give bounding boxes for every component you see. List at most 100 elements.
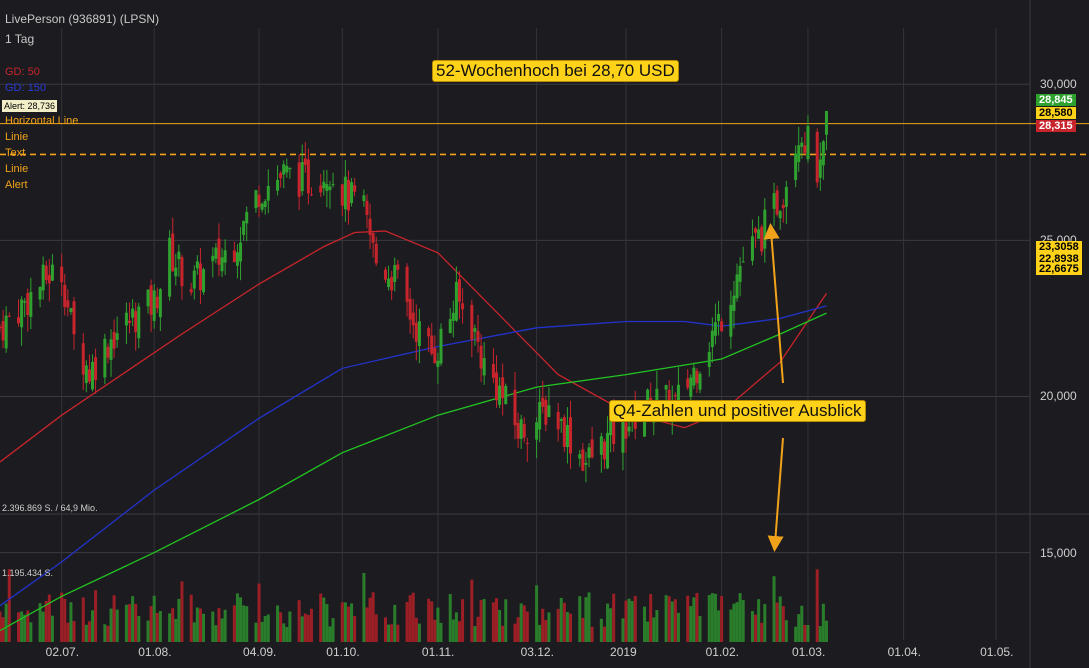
volume-bar (763, 604, 767, 642)
volume-bar (297, 600, 301, 642)
volume-bar (494, 598, 498, 642)
candle-body (405, 266, 409, 302)
candle-body (279, 173, 283, 179)
volume-bar (676, 612, 680, 642)
candle-body (214, 247, 218, 259)
volume-bar (353, 616, 357, 642)
volume-bar (276, 605, 280, 642)
volume-bar (387, 624, 391, 642)
volume-bar (81, 597, 85, 642)
volume-bar (211, 611, 215, 642)
candle-body (103, 338, 107, 378)
volume-bar (72, 621, 76, 642)
candle-body (319, 185, 323, 193)
candle-body (23, 301, 27, 303)
volume-bar (365, 607, 369, 642)
volume-bar (134, 603, 138, 642)
candle-body (235, 252, 239, 266)
legend-gd150[interactable]: GD: 150 (5, 82, 46, 94)
candle-body (266, 186, 270, 201)
candle-body (448, 319, 452, 334)
volume-bar (439, 622, 443, 642)
candle-body (282, 164, 286, 175)
candle-body (436, 360, 440, 367)
volume-label-mid: 1.195.434 S. (2, 568, 54, 578)
candle-body (815, 131, 819, 183)
volume-bar (797, 614, 801, 642)
candle-body (195, 261, 199, 269)
candle-body (393, 265, 397, 282)
volume-bar (710, 593, 714, 642)
volume-bar (516, 617, 520, 642)
candle-body (242, 220, 246, 235)
drawing-horizontal-line[interactable]: Horizontal Line (5, 115, 79, 127)
candle-body (368, 218, 372, 235)
volume-bar (584, 597, 588, 642)
volume-bar (498, 609, 502, 642)
volume-bar (408, 595, 412, 642)
volume-bar (547, 612, 551, 642)
candle-body (211, 255, 215, 262)
candle-body (350, 182, 354, 204)
volume-bar (245, 606, 249, 642)
candle-body (1, 321, 5, 341)
x-tick-label: 01.05. (980, 645, 1014, 659)
volume-bar (454, 612, 458, 642)
candle-body (155, 296, 159, 309)
volume-bar (818, 626, 822, 642)
volume-bar (501, 625, 505, 642)
volume-bar (69, 602, 73, 642)
drawing-line-2[interactable]: Linie (5, 163, 29, 175)
legend-gd50[interactable]: GD: 50 (5, 66, 40, 78)
volume-bar (513, 623, 517, 642)
y-tick-label: 20,000 (1040, 389, 1077, 404)
moving-average-line (0, 312, 827, 632)
volume-bar (20, 611, 24, 642)
volume-bar (109, 608, 113, 642)
volume-bar (803, 624, 807, 642)
volume-bar (689, 606, 693, 642)
volume-bar (578, 596, 582, 642)
y-tick-label: 15,000 (1040, 545, 1077, 560)
candle-body (584, 462, 588, 465)
candle-body (149, 285, 153, 315)
candle-body (430, 335, 434, 354)
candle-body (353, 185, 357, 192)
candle-body (390, 276, 394, 291)
candle-body (624, 422, 628, 439)
volume-bar (309, 608, 313, 642)
volume-bar (519, 603, 523, 642)
candle-body (257, 194, 261, 207)
volume-bar (171, 608, 175, 642)
volume-bar (279, 612, 283, 642)
candle-body (192, 270, 196, 289)
volume-bar (300, 616, 304, 642)
volume-bar (729, 609, 733, 642)
volume-bar (383, 617, 387, 642)
candle-body (411, 312, 415, 326)
candle-body (717, 313, 721, 322)
volume-bar (7, 569, 11, 642)
candle-body (735, 274, 739, 299)
volume-bar (155, 612, 159, 642)
candle-body (519, 419, 523, 439)
volume-bar (457, 621, 461, 642)
drawing-alert[interactable]: Alert (5, 179, 28, 191)
volume-bar (146, 620, 150, 642)
volume-bar (535, 585, 539, 642)
drawing-text[interactable]: Text (5, 147, 26, 159)
volume-bar (476, 616, 480, 642)
volume-bar (735, 602, 739, 642)
volume-bar (559, 597, 563, 642)
candle-body (7, 315, 11, 317)
volume-bar (649, 594, 653, 642)
volume-bar (692, 597, 696, 642)
candle-body (38, 287, 42, 300)
candle-body (738, 265, 742, 282)
volume-bar (303, 613, 307, 642)
candle-body (245, 212, 249, 224)
drawing-line-1[interactable]: Linie (5, 131, 29, 143)
candle-body (365, 200, 369, 215)
candle-body (439, 328, 443, 364)
candle-body (396, 264, 400, 270)
